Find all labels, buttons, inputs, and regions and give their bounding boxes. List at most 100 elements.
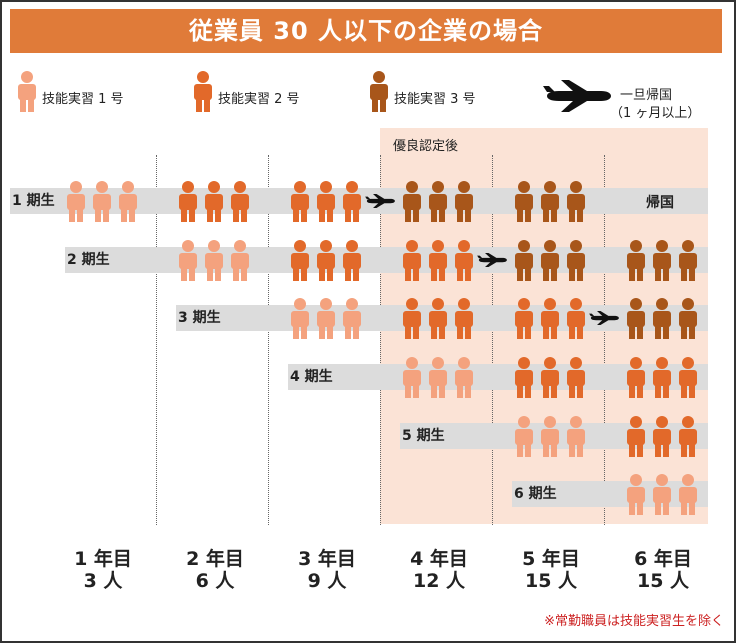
page-title: 従業員 30 人以下の企業の場合 [10,9,722,53]
cohort-band [65,247,708,273]
person-icon-level3 [653,240,671,281]
person-icon-level3 [567,181,585,222]
cohort-label: 1 期生 [12,193,55,209]
legend-person-icon-level3 [370,71,388,112]
person-icon-level3 [567,240,585,281]
person-icon-level2 [179,181,197,222]
person-icon-level3 [679,298,697,339]
year-label: 4 年目 [410,548,468,570]
year-divider [380,155,381,525]
legend-person-icon-level2 [194,71,212,112]
person-icon-level1 [627,474,645,515]
person-icon-level2 [627,357,645,398]
person-icon-level2 [515,298,533,339]
person-icon-level3 [541,240,559,281]
legend-return-label-1: 一旦帰国 [620,88,673,103]
person-icon-level2 [541,357,559,398]
count-label: 6 人 [195,570,235,592]
person-icon-level2 [627,416,645,457]
cohort-label: 5 期生 [402,428,445,444]
person-icon-level3 [515,240,533,281]
person-icon-level2 [429,240,447,281]
column-label-year1: 1 年目 3 人 [48,548,158,592]
year-divider [604,155,605,525]
person-icon-level1 [653,474,671,515]
legend-level2-label: 技能実習 2 号 [218,92,300,107]
person-icon-level2 [291,240,309,281]
person-icon-level1 [93,181,111,222]
person-icon-level3 [429,181,447,222]
count-label: 3 人 [83,570,123,592]
cohort-band [512,481,708,507]
year-label: 6 年目 [634,548,692,570]
person-icon-level1 [541,416,559,457]
person-icon-level2 [567,298,585,339]
person-icon-level1 [67,181,85,222]
person-icon-level1 [515,416,533,457]
column-label-year2: 2 年目 6 人 [160,548,270,592]
person-icon-level1 [403,357,421,398]
column-label-year4: 4 年目 12 人 [384,548,494,592]
year-label: 3 年目 [298,548,356,570]
person-icon-level3 [541,181,559,222]
airplane-icon [365,194,395,208]
person-icon-level1 [119,181,137,222]
year-label: 2 年目 [186,548,244,570]
count-label: 12 人 [412,570,466,592]
person-icon-level2 [205,181,223,222]
person-icon-level2 [403,298,421,339]
return-label: 帰国 [646,195,674,211]
person-icon-level2 [653,357,671,398]
person-icon-level1 [343,298,361,339]
count-label: 9 人 [307,570,347,592]
person-icon-level2 [567,357,585,398]
year-divider [492,155,493,525]
person-icon-level1 [567,416,585,457]
cohort-label: 6 期生 [514,486,557,502]
legend-airplane-icon [543,80,611,112]
person-icon-level2 [317,181,335,222]
person-icon-level2 [403,240,421,281]
person-icon-level1 [429,357,447,398]
year-divider [156,155,157,525]
legend-level3-label: 技能実習 3 号 [394,92,476,107]
person-icon-level3 [403,181,421,222]
person-icon-level2 [455,240,473,281]
person-icon-level3 [455,181,473,222]
airplane-icon [477,253,507,267]
count-label: 15 人 [524,570,578,592]
person-icon-level1 [291,298,309,339]
column-label-year6: 6 年目 15 人 [608,548,718,592]
person-icon-level2 [343,240,361,281]
person-icon-level2 [679,416,697,457]
person-icon-level1 [679,474,697,515]
legend-return-label-2: （1 ヶ月以上） [610,106,701,121]
person-icon-level1 [231,240,249,281]
airplane-icon [589,311,619,325]
person-icon-level2 [455,298,473,339]
footnote: ※常勤職員は技能実習生を除く [544,614,724,629]
person-icon-level2 [291,181,309,222]
person-icon-level3 [653,298,671,339]
legend-level1-label: 技能実習 1 号 [42,92,124,107]
column-label-year3: 3 年目 9 人 [272,548,382,592]
excellence-label: 優良認定後 [393,139,459,154]
person-icon-level3 [679,240,697,281]
person-icon-level1 [317,298,335,339]
person-icon-level2 [653,416,671,457]
person-icon-level1 [205,240,223,281]
year-label: 1 年目 [74,548,132,570]
person-icon-level1 [455,357,473,398]
person-icon-level2 [679,357,697,398]
person-icon-level2 [515,357,533,398]
year-label: 5 年目 [522,548,580,570]
person-icon-level2 [231,181,249,222]
legend-person-icon-level1 [18,71,36,112]
year-divider [268,155,269,525]
person-icon-level3 [627,240,645,281]
column-label-year5: 5 年目 15 人 [496,548,606,592]
person-icon-level3 [515,181,533,222]
person-icon-level2 [541,298,559,339]
person-icon-level3 [627,298,645,339]
person-icon-level2 [429,298,447,339]
